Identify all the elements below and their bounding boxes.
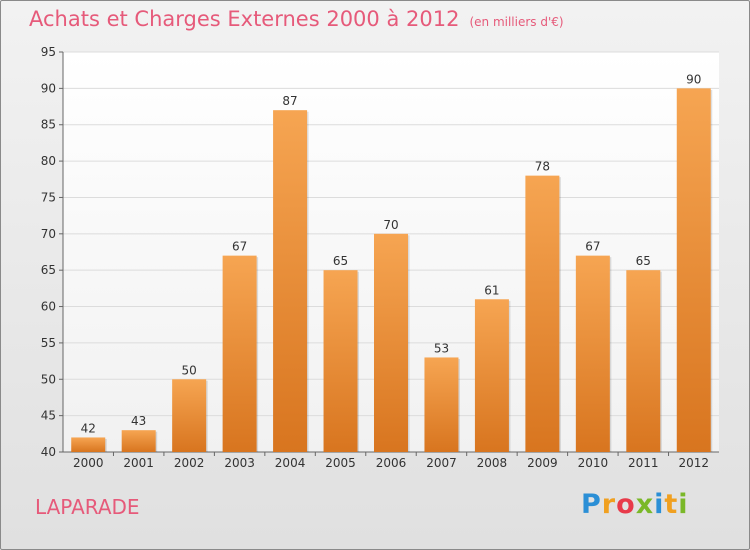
- data-label: 43: [131, 414, 146, 428]
- x-tick-label: 2005: [325, 456, 356, 470]
- x-tick-label: 2009: [527, 456, 558, 470]
- logo-letter: o: [616, 489, 636, 520]
- bar: [273, 110, 308, 452]
- bar: [525, 175, 560, 453]
- chart-subtitle: (en milliers d'€): [469, 15, 564, 29]
- bar: [575, 255, 610, 452]
- x-tick-label: 2002: [174, 456, 205, 470]
- y-tick-label: 70: [41, 227, 56, 241]
- logo-letter: x: [635, 489, 655, 520]
- y-tick-label: 90: [41, 81, 56, 95]
- data-label: 87: [282, 94, 297, 108]
- x-tick-label: 2010: [578, 456, 609, 470]
- x-tick-label: 2007: [426, 456, 457, 470]
- bar: [626, 270, 661, 452]
- x-tick-label: 2000: [73, 456, 104, 470]
- x-tick-label: 2004: [275, 456, 306, 470]
- data-label: 42: [81, 421, 96, 435]
- bar: [71, 437, 106, 452]
- data-label: 67: [585, 240, 600, 254]
- logo-letter: i: [678, 489, 689, 520]
- x-tick-label: 2001: [123, 456, 154, 470]
- y-tick-label: 75: [41, 190, 56, 204]
- x-tick-label: 2003: [224, 456, 255, 470]
- logo-letter: P: [581, 489, 602, 520]
- bar: [121, 430, 156, 452]
- chart-title: Achats et Charges Externes 2000 à 2012 (e…: [29, 7, 564, 31]
- data-label: 61: [484, 283, 499, 297]
- data-label: 50: [182, 363, 197, 377]
- x-tick-label: 2011: [628, 456, 659, 470]
- y-tick-label: 50: [41, 372, 56, 386]
- bar: [424, 357, 459, 452]
- data-label: 65: [636, 254, 651, 268]
- y-tick-label: 65: [41, 263, 56, 277]
- bar: [323, 270, 358, 452]
- y-tick-label: 45: [41, 409, 56, 423]
- data-label: 90: [686, 72, 701, 86]
- y-tick-label: 95: [41, 45, 56, 59]
- bar: [474, 299, 509, 452]
- data-label: 65: [333, 254, 348, 268]
- bar: [676, 88, 711, 452]
- y-tick-label: 55: [41, 336, 56, 350]
- x-tick-label: 2006: [376, 456, 407, 470]
- data-label: 53: [434, 341, 449, 355]
- data-label: 78: [535, 160, 550, 174]
- data-label: 70: [383, 218, 398, 232]
- logo-letter: t: [664, 489, 679, 520]
- location-name: LAPARADE: [35, 495, 140, 519]
- bar: [172, 379, 207, 452]
- chart-title-text: Achats et Charges Externes 2000 à 2012: [29, 7, 460, 31]
- x-tick-label: 2012: [678, 456, 709, 470]
- y-tick-label: 60: [41, 300, 56, 314]
- y-tick-label: 40: [41, 445, 56, 459]
- data-label: 67: [232, 240, 247, 254]
- logo-letter: r: [601, 489, 617, 520]
- bar: [222, 255, 257, 452]
- logo-letter: i: [654, 489, 665, 520]
- proxiti-logo: Proxiti: [581, 489, 689, 520]
- y-tick-label: 85: [41, 118, 56, 132]
- y-tick-label: 80: [41, 154, 56, 168]
- bar: [374, 233, 408, 452]
- x-tick-label: 2008: [477, 456, 508, 470]
